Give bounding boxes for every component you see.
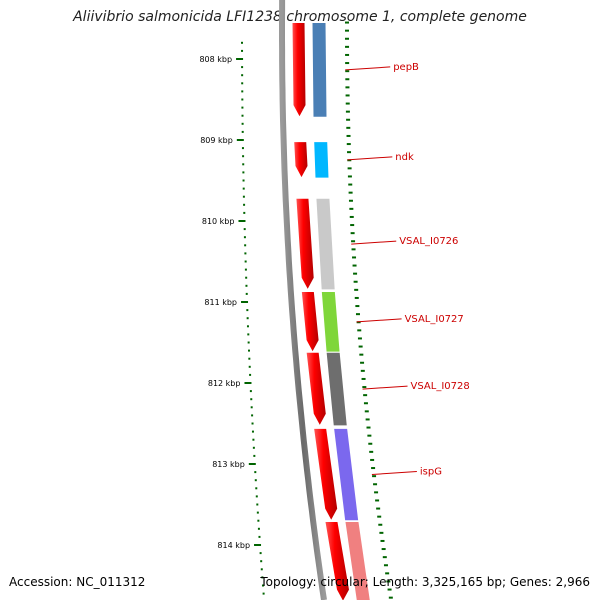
chromosome-backbone [279, 0, 327, 600]
cds-arrow[interactable] [291, 22, 307, 119]
backbone-arc [279, 0, 327, 600]
tick-label: 812 kbp [208, 379, 241, 388]
gene-label[interactable]: ispG [420, 467, 442, 478]
cds-arrow[interactable] [324, 521, 351, 600]
gene-box[interactable] [311, 22, 328, 118]
kbp-ticks: 808 kbp 809 kbp 810 kbp 811 kbp 812 kbp 813 k… [199, 21, 393, 599]
gene-label[interactable]: ndk [395, 152, 414, 163]
cds-track [291, 22, 351, 600]
gene-label[interactable]: VSAL_I0728 [411, 381, 470, 392]
gene-label[interactable]: VSAL_I0727 [405, 314, 464, 325]
cds-arrow[interactable] [300, 291, 320, 354]
gene-box[interactable] [313, 141, 330, 179]
gene-label-leader [345, 66, 391, 71]
tick-label: 808 kbp [199, 55, 232, 64]
gene-label-leader [362, 385, 408, 390]
genome-stats-text: Topology: circular; Length: 3,325,165 bp… [260, 575, 590, 589]
tick-label: 811 kbp [204, 298, 237, 307]
cds-arrow[interactable] [295, 197, 315, 291]
gene-box[interactable] [325, 351, 348, 427]
cds-arrow[interactable] [305, 351, 327, 427]
gene-box[interactable] [315, 197, 336, 291]
gene-label-leader [356, 318, 402, 323]
tick-label: 813 kbp [212, 460, 245, 469]
tick-label: 809 kbp [200, 136, 233, 145]
gene-box[interactable] [344, 521, 371, 600]
cds-arrow[interactable] [313, 427, 339, 522]
gene-label-leader [351, 240, 397, 245]
gene-labels: pepB ndk VSAL_I0726 VSAL_I0727 VSAL_I0728isp… [345, 62, 470, 478]
gene-box[interactable] [333, 427, 360, 522]
gene-label-leader [347, 156, 393, 161]
gene-label-leader [371, 471, 417, 476]
gene-box[interactable] [320, 291, 341, 353]
gene-label[interactable]: pepB [393, 62, 419, 73]
accession-text: Accession: NC_011312 [9, 575, 146, 589]
gene-label[interactable]: VSAL_I0726 [399, 236, 458, 247]
cds-arrow[interactable] [293, 141, 309, 180]
tick-label: 810 kbp [202, 217, 235, 226]
map-title: Aliivibrio salmonicida LFI1238 chromosom… [73, 9, 527, 25]
gene-track [311, 22, 371, 600]
tick-label: 814 kbp [217, 541, 250, 550]
